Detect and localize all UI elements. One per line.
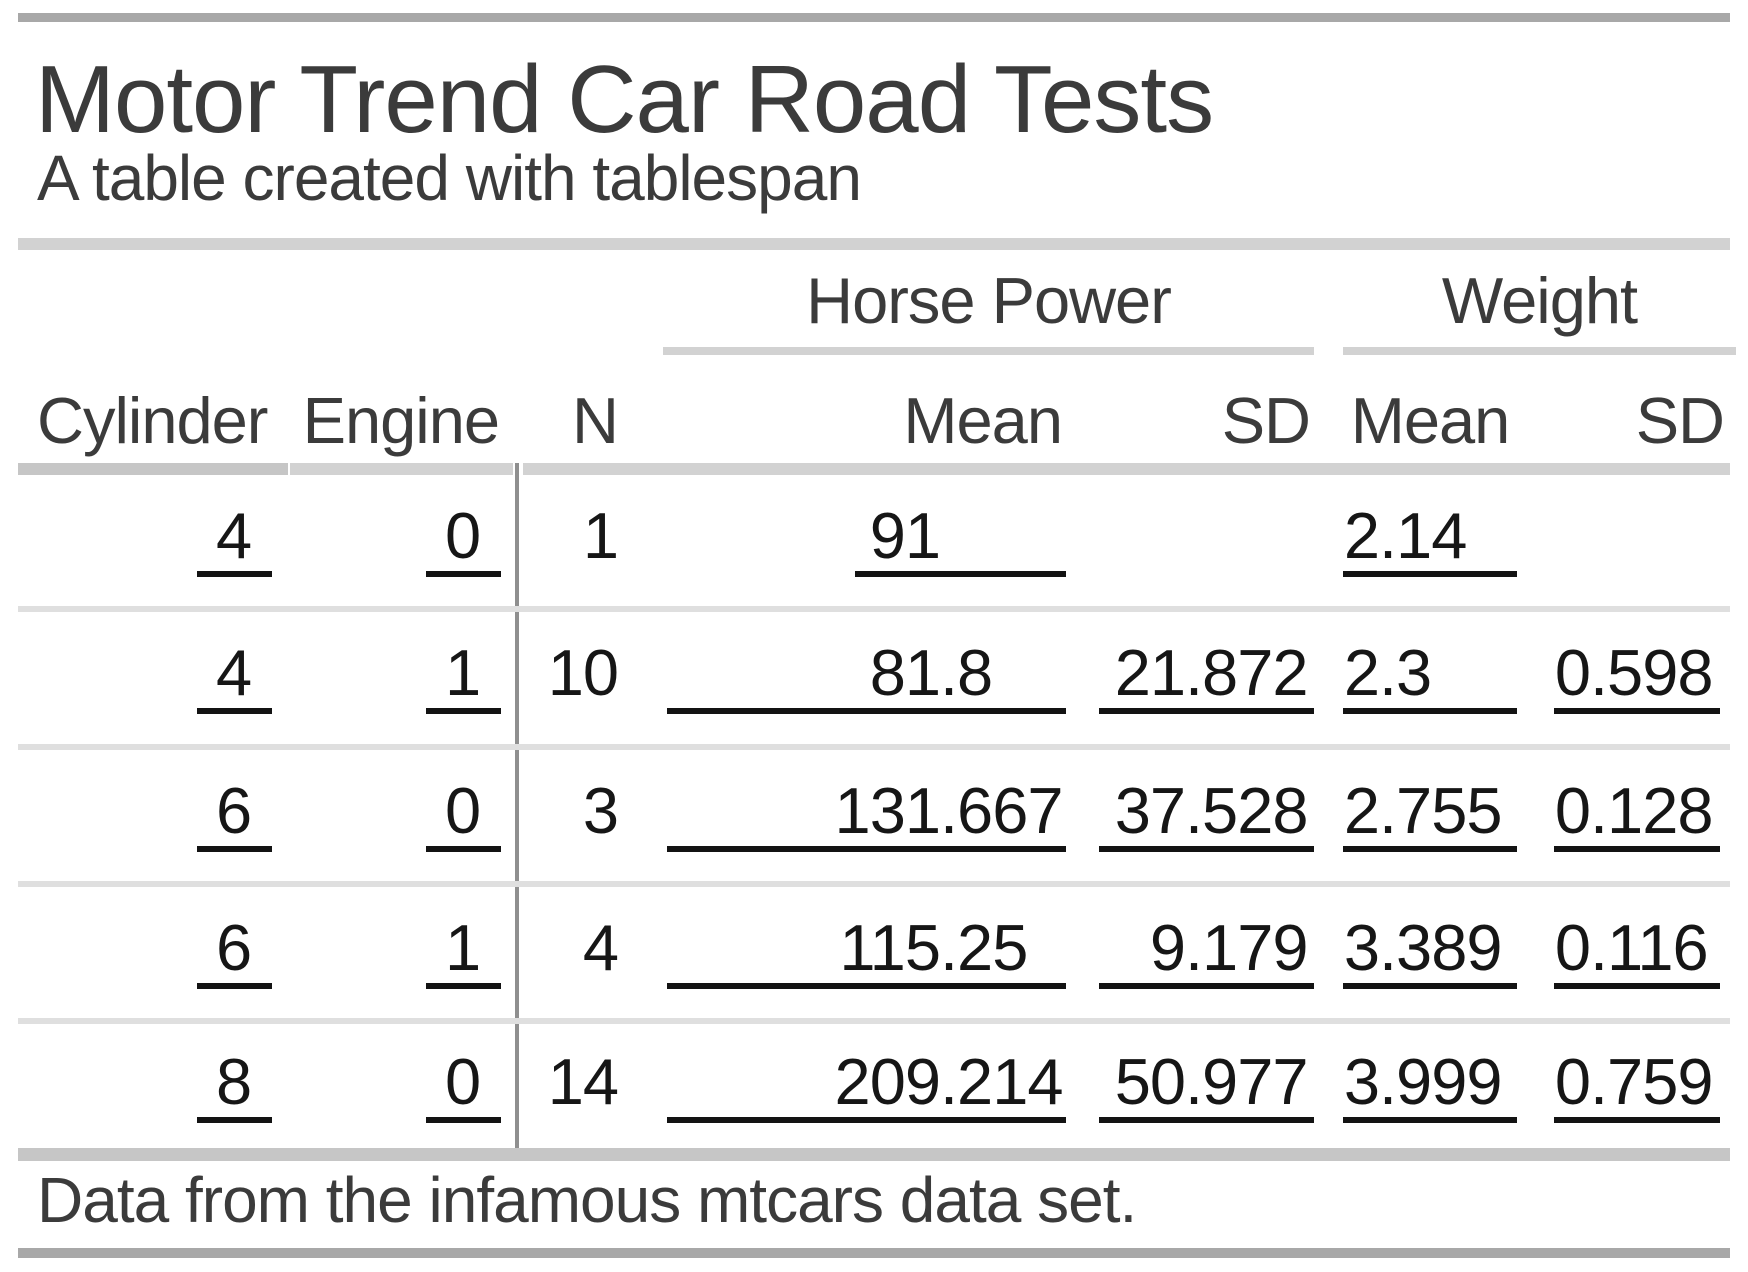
cell-integer-part: 0 [1554, 1045, 1591, 1118]
cell-fraction-part: .116 [1590, 911, 1709, 984]
cell-integer-part: 91 [869, 499, 941, 572]
cell-fraction-part: .872 [1185, 636, 1309, 709]
cell-integer-part: 21 [1114, 636, 1186, 709]
cell-integer-part: 3 [1343, 911, 1380, 984]
cell-integer-part: 0 [1554, 774, 1591, 847]
cell-fraction-part: .128 [1590, 774, 1714, 847]
cell-fraction-part: .389 [1379, 911, 1503, 984]
cell-engine: 0 [426, 503, 501, 577]
header-rule-segment-left [18, 463, 288, 475]
cell-fraction-part: .999 [1379, 1045, 1503, 1118]
cell-fraction-part: .25 [940, 911, 1028, 984]
cell-n: 1 [582, 499, 619, 572]
cell-integer-part: 50 [1114, 1045, 1186, 1118]
footer-note: Data from the infamous mtcars data set. [37, 1164, 1137, 1236]
cell-hp-sd: 50.977 [1099, 1049, 1314, 1123]
cell-integer-part: 2 [1343, 636, 1380, 709]
cell-wt-mean: 3.389 [1343, 915, 1517, 989]
cell-cylinder: 6 [197, 915, 272, 989]
cell-integer-part: 81 [869, 636, 941, 709]
cell-integer-part: 209 [834, 1045, 941, 1118]
cell-fraction-part: .214 [940, 1045, 1064, 1118]
cell-cylinder: 8 [197, 1049, 272, 1123]
cell-integer-part: 131 [834, 774, 941, 847]
cell-hp-mean: 131.667 [667, 778, 1066, 852]
cell-wt-sd: 0.759 [1554, 1049, 1720, 1123]
cell-wt-mean: 2.755 [1343, 778, 1517, 852]
cell-fraction-part: .667 [940, 774, 1064, 847]
column-divider-line [515, 463, 519, 1148]
column-header-cylinder: Cylinder [37, 384, 268, 457]
cell-hp-mean: 115.25 [667, 915, 1066, 989]
cell-wt-mean: 2.14 [1343, 503, 1517, 577]
cell-cylinder: 4 [197, 503, 272, 577]
cell-wt-mean: 3.999 [1343, 1049, 1517, 1123]
cell-wt-sd: 0.116 [1554, 915, 1720, 989]
cell-integer-part: 2 [1343, 774, 1380, 847]
cell-hp-sd: 37.528 [1099, 778, 1314, 852]
column-header-hp-sd: SD [1221, 384, 1311, 457]
bottom-border-bar [18, 1248, 1730, 1258]
cell-integer-part: 115 [839, 911, 941, 984]
footer-rule [18, 1148, 1730, 1161]
column-header-hp-mean: Mean [903, 384, 1063, 457]
cell-n: 4 [582, 911, 619, 984]
cell-engine: 0 [426, 1049, 501, 1123]
cell-integer-part: 37 [1114, 774, 1186, 847]
column-header-wt-mean: Mean [1350, 384, 1511, 457]
cell-fraction-part: .755 [1379, 774, 1503, 847]
rule-under-subtitle [18, 238, 1730, 250]
header-rule-segment-right [523, 463, 1730, 475]
row-separator [18, 744, 1730, 750]
cell-engine: 0 [426, 778, 501, 852]
cell-wt-mean: 2.3 [1343, 640, 1517, 714]
spanner-rule-weight [1343, 347, 1736, 355]
cell-engine: 1 [426, 915, 501, 989]
row-separator [18, 881, 1730, 887]
cell-n: 14 [547, 1045, 619, 1118]
cell-fraction-part: .759 [1590, 1045, 1714, 1118]
cell-integer-part: 0 [1554, 636, 1591, 709]
cell-hp-sd: 21.872 [1099, 640, 1314, 714]
cell-hp-mean: 209.214 [667, 1049, 1066, 1123]
page-subtitle: A table created with tablespan [37, 142, 862, 214]
row-separator [18, 1018, 1730, 1024]
cell-fraction-part: .14 [1379, 499, 1467, 572]
top-border-bar [18, 13, 1730, 22]
row-separator [18, 606, 1730, 612]
cell-cylinder: 6 [197, 778, 272, 852]
cell-fraction-part: .8 [940, 636, 993, 709]
cell-hp-sd: 9.179 [1099, 915, 1314, 989]
spanner-weight: Weight [1441, 264, 1638, 337]
spanner-rule-horse-power [663, 347, 1314, 355]
cell-fraction-part: .977 [1185, 1045, 1309, 1118]
cell-cylinder: 4 [197, 640, 272, 714]
cell-wt-sd: 0.128 [1554, 778, 1720, 852]
cell-hp-mean: 91 [855, 503, 1066, 577]
column-header-n: N [572, 384, 619, 457]
cell-hp-mean: 81.8 [667, 640, 1066, 714]
cell-n: 3 [582, 774, 619, 847]
cell-fraction-part: .3 [1379, 636, 1432, 709]
cell-fraction-part: .598 [1590, 636, 1714, 709]
header-rule-segment-middle [290, 463, 513, 475]
spanner-horse-power: Horse Power [806, 264, 1172, 337]
cell-integer-part: 2 [1343, 499, 1380, 572]
page-title: Motor Trend Car Road Tests [35, 46, 1214, 153]
column-header-engine: Engine [302, 384, 500, 457]
cell-fraction-part: .179 [1185, 911, 1309, 984]
column-header-wt-sd: SD [1635, 384, 1725, 457]
cell-fraction-part: .528 [1185, 774, 1309, 847]
cell-integer-part: 0 [1554, 911, 1591, 984]
cell-n: 10 [547, 636, 619, 709]
cell-wt-sd: 0.598 [1554, 640, 1720, 714]
cell-integer-part: 9 [1149, 911, 1186, 984]
cell-integer-part: 3 [1343, 1045, 1380, 1118]
cell-engine: 1 [426, 640, 501, 714]
